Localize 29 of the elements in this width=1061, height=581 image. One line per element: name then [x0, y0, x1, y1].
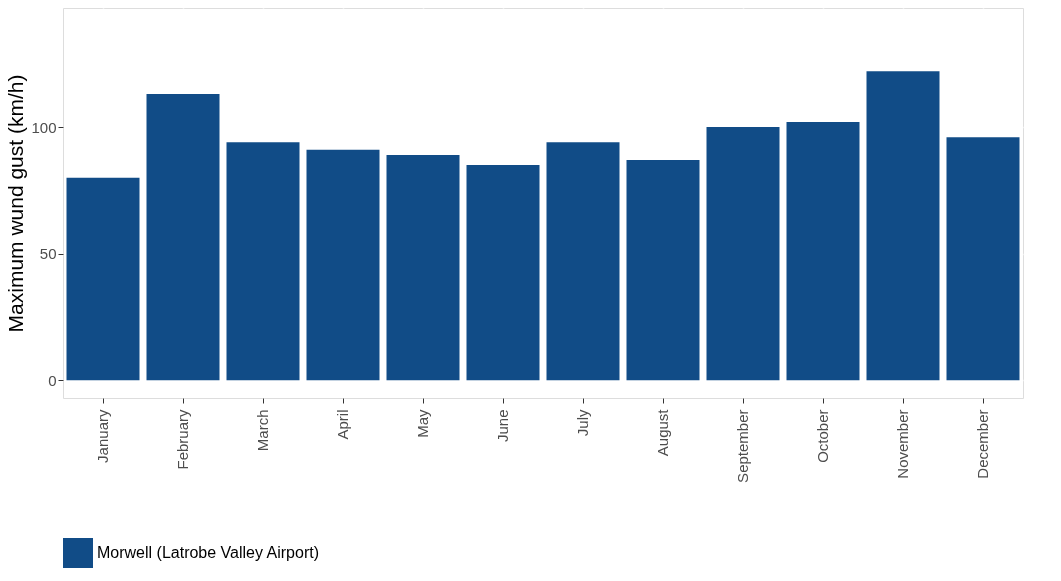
y-tick-label: 100	[31, 118, 57, 136]
x-tick-label: February	[174, 409, 191, 470]
x-tick-label: May	[414, 409, 431, 438]
bar	[146, 94, 220, 381]
x-tick-label: October	[814, 409, 831, 463]
legend-label: Morwell (Latrobe Valley Airport)	[97, 544, 320, 561]
y-axis-title: Maximum wund gust (km/h)	[4, 74, 28, 333]
bar	[66, 177, 140, 381]
y-tick-label: 0	[48, 371, 57, 389]
x-tick-label: January	[94, 409, 111, 463]
bar	[546, 142, 620, 381]
x-tick-label: December	[974, 409, 991, 479]
bar	[626, 159, 700, 381]
y-tick-label: 50	[39, 245, 57, 263]
bar	[386, 154, 460, 381]
x-tick-label: August	[654, 408, 671, 457]
bar	[946, 137, 1020, 381]
bar	[706, 127, 780, 381]
bar	[226, 142, 300, 381]
x-tick-label: July	[574, 409, 591, 437]
x-tick-label: September	[734, 409, 751, 483]
x-tick-label: November	[894, 409, 911, 479]
x-tick-label: April	[334, 409, 351, 440]
bar	[466, 165, 540, 381]
bar	[786, 121, 860, 381]
bar	[866, 71, 940, 381]
x-tick-label: March	[254, 409, 271, 452]
bar	[306, 149, 380, 381]
x-tick-label: June	[494, 409, 511, 443]
